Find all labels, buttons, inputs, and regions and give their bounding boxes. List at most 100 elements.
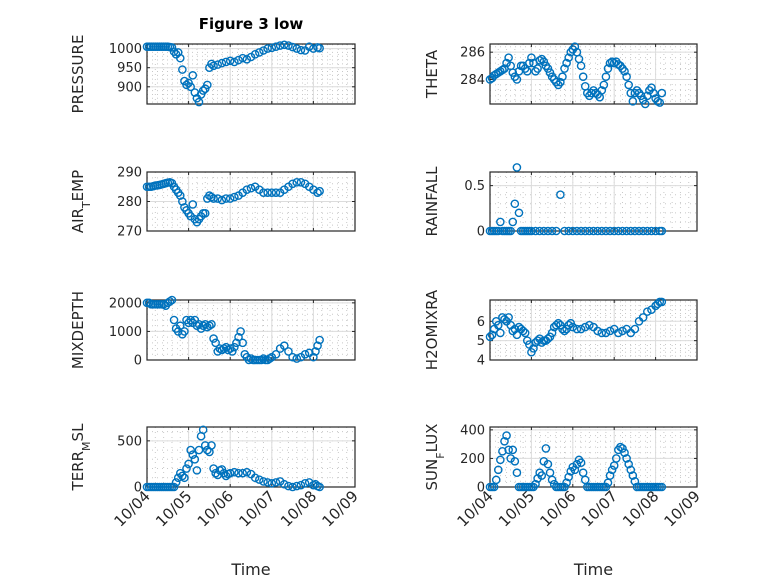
data-point <box>560 226 569 236</box>
data-point <box>207 59 216 69</box>
subplot-pressure: 900 950 1000 PRESSURE <box>69 35 356 114</box>
data-point <box>502 431 511 440</box>
data-point <box>541 444 551 453</box>
data-point <box>562 58 571 68</box>
data-point <box>531 479 540 489</box>
axes-box <box>146 43 356 105</box>
data-point <box>649 88 658 98</box>
data-point <box>601 226 611 236</box>
data-point <box>512 75 522 84</box>
data-point <box>296 178 306 187</box>
data-point <box>315 43 324 53</box>
data-point <box>545 68 555 77</box>
data-point <box>535 226 544 236</box>
data-point <box>614 328 623 338</box>
data-point <box>514 208 524 218</box>
y-tick-label: 2000 <box>109 296 142 311</box>
data-point <box>288 179 297 189</box>
y-axis-label: RAINFALL <box>423 166 441 237</box>
y-tick-label: 0 <box>134 354 142 369</box>
subplot-theta: 284 286 THETA <box>423 42 698 109</box>
data-point <box>570 465 580 475</box>
y-tick-label: 1000 <box>109 325 142 340</box>
data-point <box>271 349 281 359</box>
data-point <box>279 341 289 351</box>
data-point <box>611 454 621 463</box>
data-point <box>207 441 216 450</box>
x-tick-label: 10/07 <box>235 487 278 530</box>
data-point <box>300 349 310 359</box>
data-point <box>315 482 324 492</box>
data-point <box>508 445 518 455</box>
data-point <box>165 297 175 306</box>
data-point <box>543 64 553 73</box>
data-point <box>198 425 208 435</box>
data-point <box>653 96 662 106</box>
data-point <box>184 459 193 469</box>
data-point <box>512 163 522 172</box>
data-point <box>601 328 611 338</box>
data-point <box>213 194 223 203</box>
data-point <box>173 473 183 483</box>
x-tick-label: 10/06 <box>194 487 237 530</box>
data-point <box>265 354 275 363</box>
data-point <box>203 80 212 90</box>
data-point <box>180 327 189 336</box>
y-tick-label: 900 <box>117 80 142 95</box>
data-point <box>296 480 306 490</box>
data-point <box>242 185 252 194</box>
data-point <box>568 226 578 236</box>
data-point <box>207 192 216 202</box>
data-point <box>263 44 272 53</box>
data-point <box>566 466 576 476</box>
data-point <box>562 478 571 488</box>
data-point <box>259 46 268 55</box>
data-point <box>180 473 189 483</box>
data-point <box>194 319 204 329</box>
data-point <box>634 226 644 236</box>
data-point <box>487 330 497 340</box>
data-point <box>630 476 640 486</box>
data-point <box>225 56 235 66</box>
data-point <box>601 72 611 82</box>
data-point <box>200 208 210 218</box>
y-axis-label: H2OMIXRA <box>423 289 441 370</box>
data-point <box>186 445 195 455</box>
data-point <box>242 467 252 477</box>
data-point <box>585 226 594 236</box>
data-point <box>564 472 573 482</box>
y-axis-label: MIXDEPTH <box>69 291 87 369</box>
data-point <box>657 297 667 307</box>
data-point <box>564 53 573 62</box>
data-point <box>624 80 633 90</box>
data-point <box>198 321 208 331</box>
data-point <box>200 441 210 450</box>
data-point <box>234 55 243 65</box>
data-point <box>504 53 513 62</box>
data-point <box>493 226 503 236</box>
x-tick-label: 10/05 <box>152 487 195 530</box>
data-point <box>508 217 518 227</box>
data-point <box>213 60 223 69</box>
data-point <box>230 57 239 67</box>
data-point <box>529 344 538 353</box>
data-point <box>250 473 260 483</box>
data-point <box>578 72 588 82</box>
data-point <box>244 355 254 365</box>
data-point <box>570 42 580 52</box>
data-point <box>238 468 247 478</box>
data-point <box>207 319 216 329</box>
data-point <box>315 186 324 196</box>
y-axis-label: TERRMSL <box>69 423 93 492</box>
data-point <box>638 313 648 322</box>
y-axis-label: PRESSURE <box>69 35 87 114</box>
data-point <box>230 467 239 477</box>
data-point <box>493 465 503 475</box>
data-point <box>533 336 542 345</box>
data-point <box>186 82 195 92</box>
data-point <box>304 42 314 51</box>
data-point <box>576 324 586 334</box>
y-tick-label: 0 <box>477 225 485 240</box>
data-point <box>593 226 602 236</box>
